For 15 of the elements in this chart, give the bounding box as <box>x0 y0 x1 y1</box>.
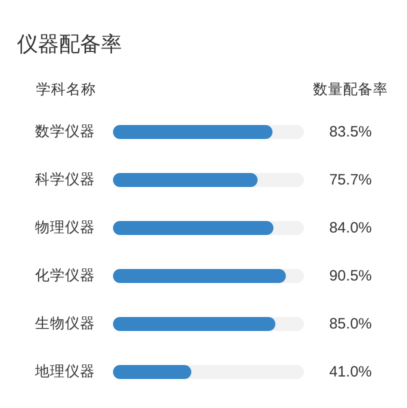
y-tick-label: 数学仪器 <box>35 123 95 140</box>
y-tick-label: 地理仪器 <box>34 363 95 380</box>
y-tick-label: 物理仪器 <box>35 219 95 236</box>
data-label: 83.5% <box>329 124 372 140</box>
data-label: 85.0% <box>329 316 372 332</box>
y-tick-label: 化学仪器 <box>35 267 95 284</box>
chart-title: 仪器配备率 <box>17 31 122 57</box>
data-label: 41.0% <box>329 364 372 380</box>
data-label: 75.7% <box>329 172 372 188</box>
y-tick-label: 生物仪器 <box>35 315 95 332</box>
y-axis-title: 学科名称 <box>36 81 96 100</box>
data-label: 90.5% <box>329 268 372 284</box>
y-tick-label: 科学仪器 <box>35 171 95 188</box>
x-axis-title: 数量配备率 <box>312 80 389 100</box>
data-label: 84.0% <box>329 220 372 236</box>
